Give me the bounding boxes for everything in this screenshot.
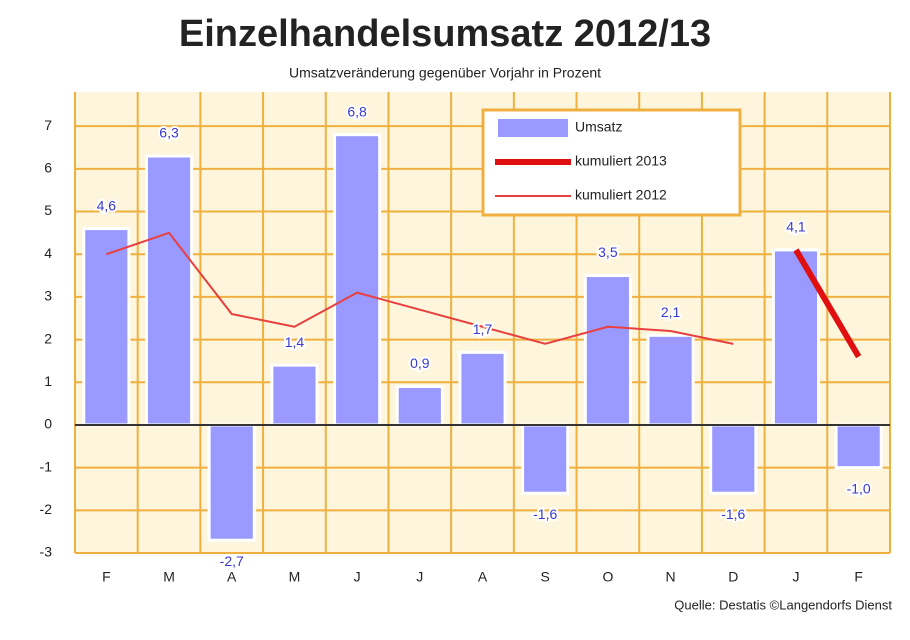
data-label: 0,9 [410, 355, 430, 371]
x-tick-label: O [602, 569, 613, 585]
x-tick-label: A [478, 569, 488, 585]
bar [521, 423, 570, 495]
chart-title: Einzelhandelsumsatz 2012/13 [179, 13, 711, 55]
x-tick-label: N [666, 569, 676, 585]
legend-label: Umsatz [575, 119, 622, 135]
bar [333, 133, 382, 427]
line [793, 248, 862, 359]
data-label: 2,1 [661, 304, 681, 320]
bar [144, 154, 194, 427]
y-tick-label: 6 [44, 160, 52, 176]
x-tick-label: J [416, 569, 423, 585]
y-tick-label: 2 [44, 330, 52, 346]
y-tick-label: 5 [44, 202, 52, 218]
legend-label: kumuliert 2013 [575, 153, 667, 169]
legend-swatch [498, 119, 568, 137]
bar [207, 423, 256, 542]
data-label: 4,6 [97, 197, 117, 213]
y-tick-label: -2 [40, 501, 53, 517]
y-tick-label: 3 [44, 288, 52, 304]
data-label: 4,1 [786, 219, 806, 235]
chart-subtitle: Umsatzveränderung gegenüber Vorjahr in P… [289, 65, 601, 81]
legend-label: kumuliert 2012 [575, 187, 667, 203]
data-label: 6,8 [347, 103, 367, 119]
bar [395, 385, 444, 427]
data-label: -1,6 [533, 506, 557, 522]
bar [646, 333, 695, 427]
y-tick-label: -1 [40, 458, 53, 474]
source: Quelle: Destatis ©Langendorfs Dienst [674, 597, 892, 612]
bar [583, 274, 632, 427]
y-tick-label: 4 [44, 245, 52, 261]
data-label: -2,7 [220, 553, 244, 569]
bar [270, 363, 319, 427]
data-label: 1,7 [473, 321, 493, 337]
bar [834, 423, 883, 470]
x-tick-label: F [102, 569, 111, 585]
bar [82, 227, 131, 427]
data-label: -1,0 [847, 480, 871, 496]
x-tick-label: A [227, 569, 237, 585]
x-tick-label: J [354, 569, 361, 585]
line [106, 231, 734, 345]
y-tick-label: -3 [40, 544, 53, 560]
x-tick-label: M [163, 569, 175, 585]
x-tick-label: M [289, 569, 301, 585]
y-tick-label: 0 [44, 416, 52, 432]
y-tick-label: 1 [44, 373, 52, 389]
x-tick-label: F [854, 569, 863, 585]
x-tick-label: D [728, 569, 738, 585]
y-tick-label: 7 [44, 117, 52, 133]
data-label: 1,4 [285, 334, 305, 350]
x-tick-label: S [541, 569, 550, 585]
bar [458, 350, 507, 427]
data-label: 3,5 [598, 244, 618, 260]
x-tick-label: J [792, 569, 799, 585]
bar [709, 423, 758, 495]
data-label: -1,6 [721, 506, 745, 522]
data-label: 6,3 [159, 125, 179, 141]
